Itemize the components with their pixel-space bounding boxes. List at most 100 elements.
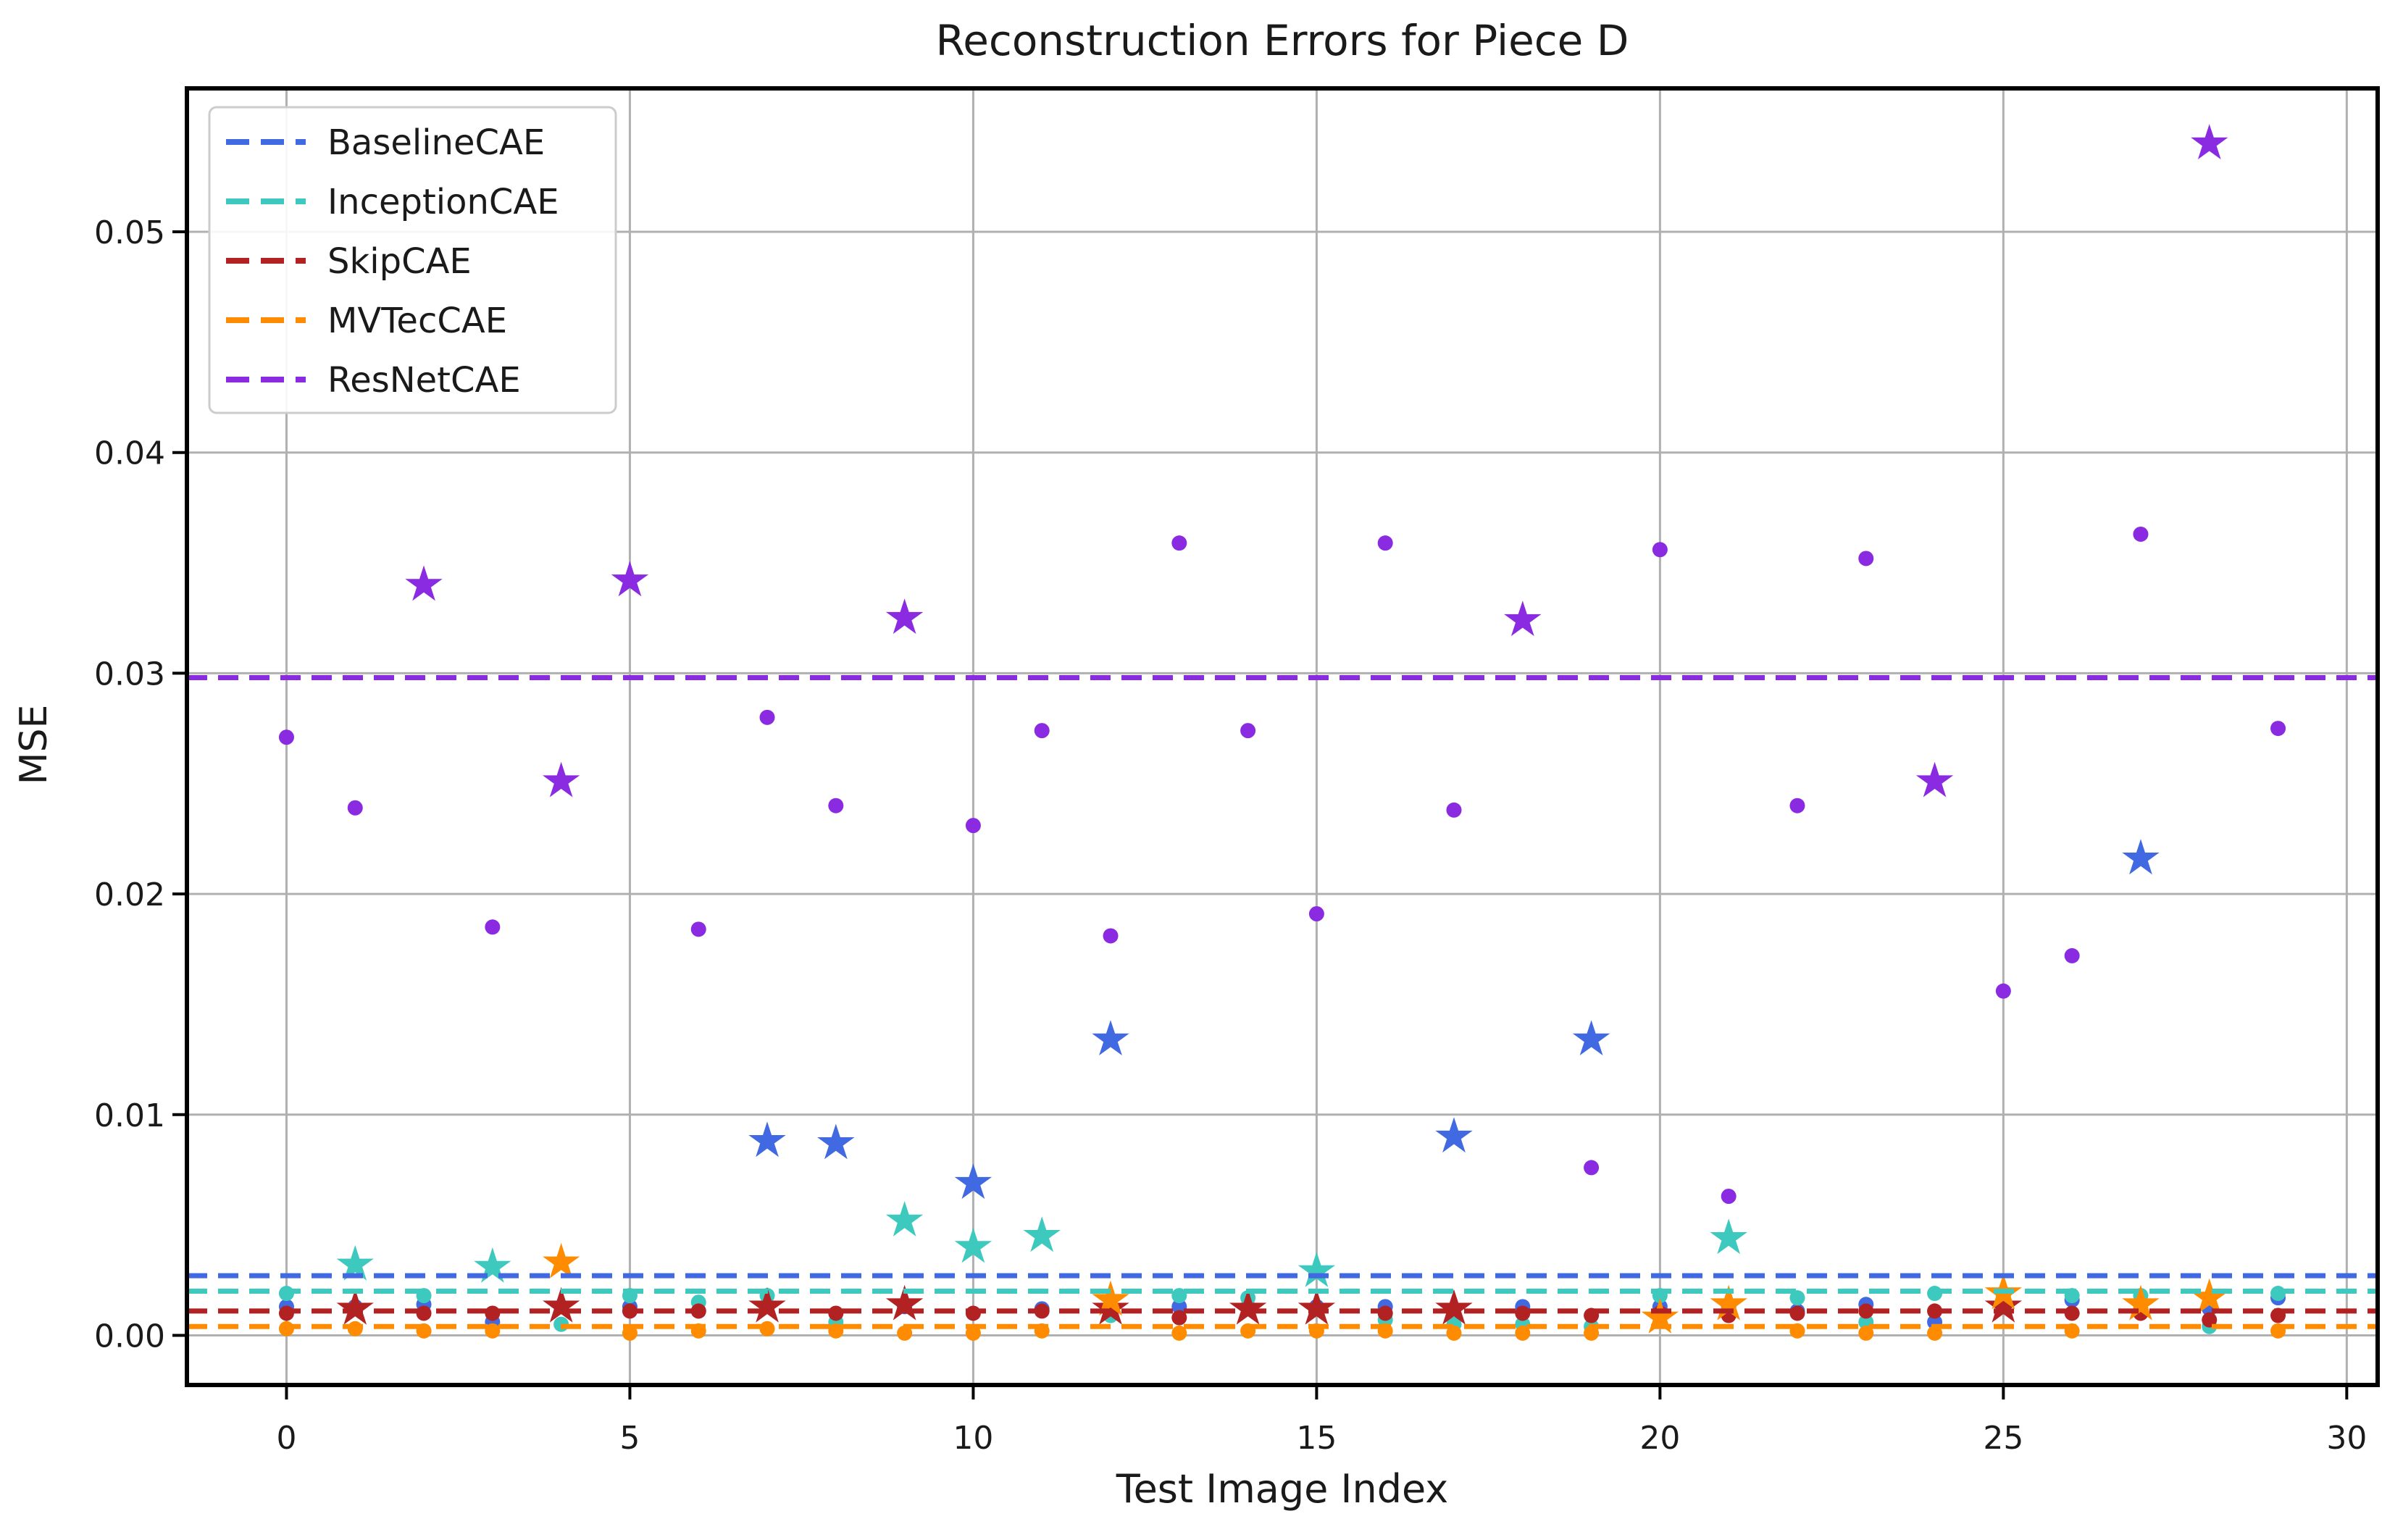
inceptioncae-point-13 xyxy=(1171,1288,1187,1304)
inceptioncae-anomaly-star-21 xyxy=(1710,1218,1747,1255)
resnetcae-point-21 xyxy=(1721,1188,1737,1204)
x-tick-label-10: 10 xyxy=(953,1420,993,1457)
mvteccae-point-13 xyxy=(1171,1325,1187,1341)
resnetcae-point-7 xyxy=(759,709,775,725)
mvteccae-point-18 xyxy=(1515,1325,1531,1341)
mvteccae-anomaly-star-28 xyxy=(2191,1278,2228,1314)
inceptioncae-anomaly-star-9 xyxy=(885,1201,924,1236)
chart-root: 0 5 10 15 20 25 30 0.00 0.01 0.02 0.03 0.04 0.05 Base… xyxy=(94,86,2380,1457)
legend-item-label-baselinecae: BaselineCAE xyxy=(327,122,545,163)
mvteccae-point-9 xyxy=(897,1325,913,1341)
resnetcae-point-26 xyxy=(2064,947,2080,963)
x-tick-label-0: 0 xyxy=(276,1420,296,1457)
x-tick-label-15: 15 xyxy=(1296,1420,1337,1457)
y-tick-label-4: 0.04 xyxy=(94,435,165,472)
mvteccae-anomaly-star-27 xyxy=(2122,1284,2160,1321)
chart-title: Reconstruction Errors for Piece D xyxy=(936,16,1629,65)
mvteccae-point-17 xyxy=(1446,1325,1462,1341)
skipcae-point-13 xyxy=(1171,1310,1187,1326)
y-tick-label-1: 0.01 xyxy=(94,1097,165,1134)
skipcae-point-8 xyxy=(828,1305,844,1321)
skipcae-anomaly-star-14 xyxy=(1229,1289,1267,1325)
mvteccae-point-5 xyxy=(622,1325,638,1341)
resnetcae-point-27 xyxy=(2133,526,2149,542)
mvteccae-point-24 xyxy=(1927,1325,1943,1341)
skipcae-anomaly-star-7 xyxy=(748,1286,786,1323)
resnetcae-point-29 xyxy=(2270,721,2286,737)
skipcae-anomaly-star-1 xyxy=(336,1289,374,1325)
x-tick-label-25: 25 xyxy=(1983,1420,2023,1457)
skipcae-anomaly-star-17 xyxy=(1435,1289,1473,1325)
skipcae-point-23 xyxy=(1858,1303,1874,1319)
resnetcae-point-6 xyxy=(690,921,706,937)
y-tick-label-2: 0.02 xyxy=(94,876,165,913)
baselinecae-point-13 xyxy=(1171,1299,1187,1315)
resnetcae-point-23 xyxy=(1858,551,1874,566)
inceptioncae-point-22 xyxy=(1789,1290,1805,1306)
mvteccae-anomaly-star-4 xyxy=(543,1242,580,1279)
axes-spines xyxy=(185,86,2380,1387)
resnetcae-anomaly-star-28 xyxy=(2191,124,2228,159)
legend-item-label-mvteccae: MVTecCAE xyxy=(327,301,507,341)
resnetcae-anomaly-star-2 xyxy=(405,565,443,601)
resnetcae-point-8 xyxy=(828,798,844,813)
resnetcae-point-3 xyxy=(485,919,501,935)
resnetcae-point-14 xyxy=(1240,723,1256,739)
y-axis-label: MSE xyxy=(12,705,56,785)
mvteccae-point-8 xyxy=(828,1323,844,1339)
y-tick-label-3: 0.03 xyxy=(94,656,165,692)
mvteccae-anomaly-star-21 xyxy=(1710,1284,1747,1321)
x-tick-label-30: 30 xyxy=(2326,1420,2367,1457)
skipcae-anomaly-star-4 xyxy=(543,1286,580,1323)
inceptioncae-anomaly-star-1 xyxy=(336,1244,374,1281)
resnetcae-point-16 xyxy=(1377,535,1393,551)
baselinecae-anomaly-star-10 xyxy=(954,1163,992,1200)
legend-item-label-inceptioncae: InceptionCAE xyxy=(327,182,559,222)
skipcae-point-28 xyxy=(2202,1312,2218,1328)
resnetcae-point-0 xyxy=(278,729,294,745)
resnetcae-point-11 xyxy=(1034,723,1050,739)
resnetcae-point-12 xyxy=(1103,928,1119,944)
inceptioncae-anomaly-star-3 xyxy=(474,1247,511,1283)
resnetcae-anomaly-star-18 xyxy=(1504,600,1542,637)
legend-box xyxy=(208,106,617,414)
resnetcae-point-19 xyxy=(1584,1160,1600,1176)
resnetcae-point-13 xyxy=(1171,535,1187,551)
skipcae-point-3 xyxy=(485,1305,501,1321)
y-tick-label-0: 0.00 xyxy=(94,1318,165,1355)
resnetcae-point-22 xyxy=(1789,798,1805,813)
resnetcae-point-15 xyxy=(1308,906,1324,922)
x-tick-label-5: 5 xyxy=(619,1420,640,1457)
resnetcae-point-25 xyxy=(1995,983,2011,999)
x-tick-label-20: 20 xyxy=(1639,1420,1680,1457)
skipcae-anomaly-star-25 xyxy=(1984,1286,2022,1323)
baselinecae-anomaly-star-7 xyxy=(748,1121,786,1158)
inceptioncae-anomaly-star-10 xyxy=(954,1227,992,1263)
resnetcae-anomaly-star-5 xyxy=(611,561,649,597)
inceptioncae-anomaly-star-11 xyxy=(1023,1216,1061,1252)
skipcae-anomaly-star-9 xyxy=(885,1284,924,1321)
baselinecae-anomaly-star-8 xyxy=(817,1123,855,1160)
resnetcae-anomaly-star-9 xyxy=(885,598,924,635)
resnetcae-point-17 xyxy=(1446,802,1462,818)
resnetcae-anomaly-star-4 xyxy=(543,761,580,798)
baselinecae-anomaly-star-17 xyxy=(1435,1117,1473,1153)
mvteccae-anomaly-star-20 xyxy=(1641,1298,1679,1334)
y-tick-label-5: 0.05 xyxy=(94,214,165,251)
baselinecae-anomaly-star-19 xyxy=(1572,1020,1610,1055)
inceptioncae-anomaly-star-15 xyxy=(1297,1252,1336,1287)
legend-item-label-resnetcae: ResNetCAE xyxy=(327,360,521,401)
legend-item-label-skipcae: SkipCAE xyxy=(327,241,472,282)
mvteccae-point-3 xyxy=(485,1323,501,1339)
resnetcae-anomaly-star-24 xyxy=(1915,761,1954,798)
mvteccae-point-19 xyxy=(1584,1325,1600,1341)
skipcae-anomaly-star-15 xyxy=(1297,1289,1336,1325)
baselinecae-anomaly-star-27 xyxy=(2122,839,2160,875)
resnetcae-point-10 xyxy=(965,818,981,834)
resnetcae-point-20 xyxy=(1652,542,1668,558)
baselinecae-anomaly-star-12 xyxy=(1092,1020,1129,1055)
mvteccae-point-23 xyxy=(1858,1325,1874,1341)
mvteccae-point-10 xyxy=(965,1325,981,1341)
